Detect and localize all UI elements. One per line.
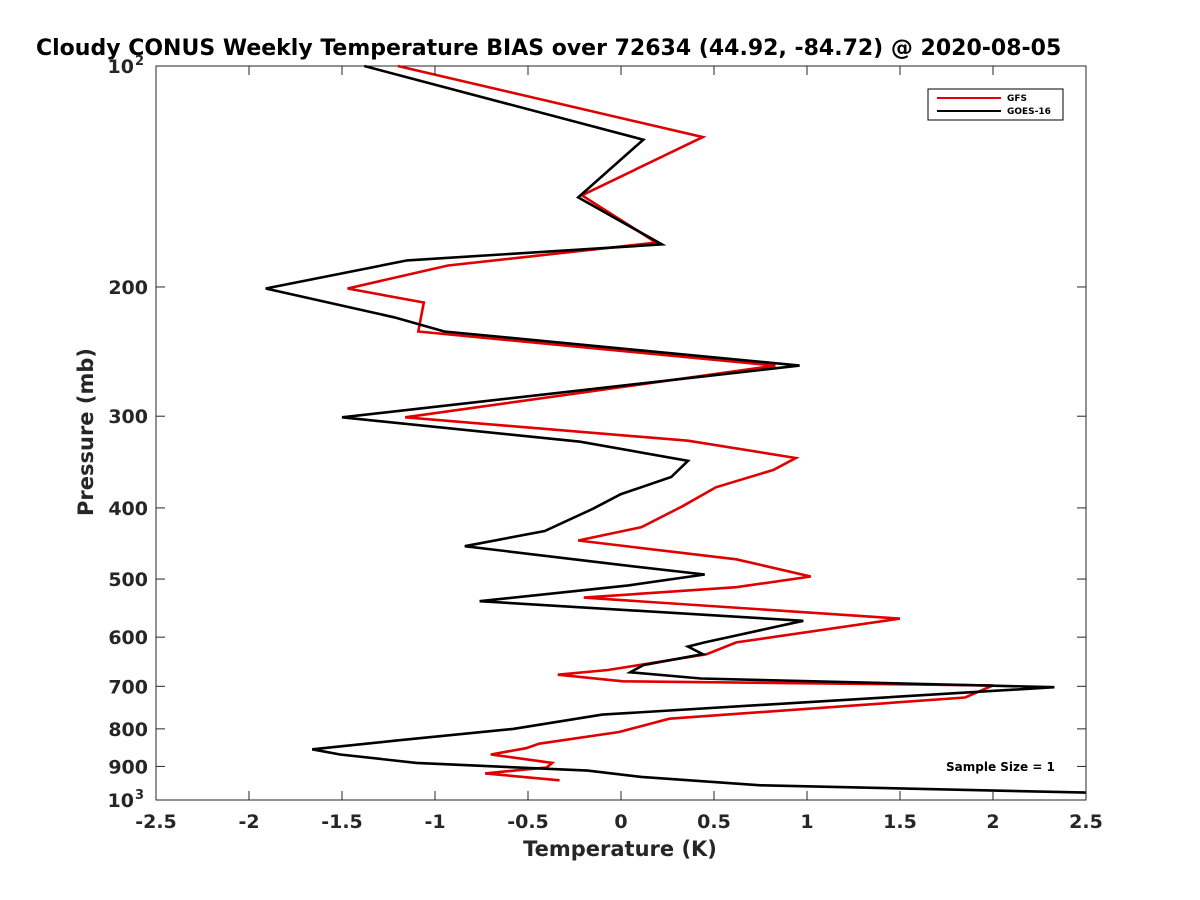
x-tick-label: 2.5 — [1069, 811, 1103, 833]
y-tick-label: 500 — [108, 569, 148, 591]
x-tick-label: 0 — [614, 811, 627, 833]
legend-label-gfs: GFS — [1007, 94, 1027, 104]
y-axis-label: Pressure (mb) — [74, 348, 98, 516]
y-tick-label: 900 — [108, 756, 148, 778]
chart-title: Cloudy CONUS Weekly Temperature BIAS ove… — [36, 36, 1061, 61]
y-tick-label: 10 — [108, 790, 134, 812]
y-tick-label: 800 — [108, 719, 148, 741]
legend-box — [927, 88, 1064, 121]
y-tick-label: 700 — [108, 676, 148, 698]
y-tick-label: 10 — [108, 56, 134, 78]
x-tick-label: -1 — [424, 811, 445, 833]
y-tick-label-exponent: 3 — [135, 788, 144, 803]
series-lines — [265, 64, 1087, 794]
y-tick-label: 600 — [108, 627, 148, 649]
x-axis-ticks: -2.5 -2 -1.5 -1 -0.5 0 0.5 1 1.5 2 2.5 — [135, 66, 1103, 833]
x-tick-label: 0.5 — [697, 811, 731, 833]
x-tick-label: 2 — [986, 811, 999, 833]
x-tick-label: 1.5 — [883, 811, 917, 833]
y-tick-label: 300 — [108, 406, 148, 428]
legend-label-goes16: GOES-16 — [1007, 107, 1051, 117]
y-tick-label: 200 — [108, 277, 148, 299]
y-tick-label: 400 — [108, 498, 148, 520]
x-tick-label: 1 — [800, 811, 813, 833]
series-line-gfs — [347, 64, 994, 782]
legend: GFS GOES-16 — [927, 88, 1064, 121]
sample-size-annotation: Sample Size = 1 — [946, 760, 1055, 774]
x-tick-label: -0.5 — [507, 811, 549, 833]
x-tick-label: -2 — [238, 811, 259, 833]
x-tick-label: -1.5 — [321, 811, 363, 833]
x-axis-label: Temperature (K) — [523, 837, 717, 861]
plot-area: -2.5 -2 -1.5 -1 -0.5 0 0.5 1 1.5 2 2.5 10 220030040… — [108, 54, 1103, 833]
series-line-goes16 — [265, 64, 1087, 794]
x-tick-label: -2.5 — [135, 811, 177, 833]
y-tick-label-exponent: 2 — [135, 54, 144, 69]
